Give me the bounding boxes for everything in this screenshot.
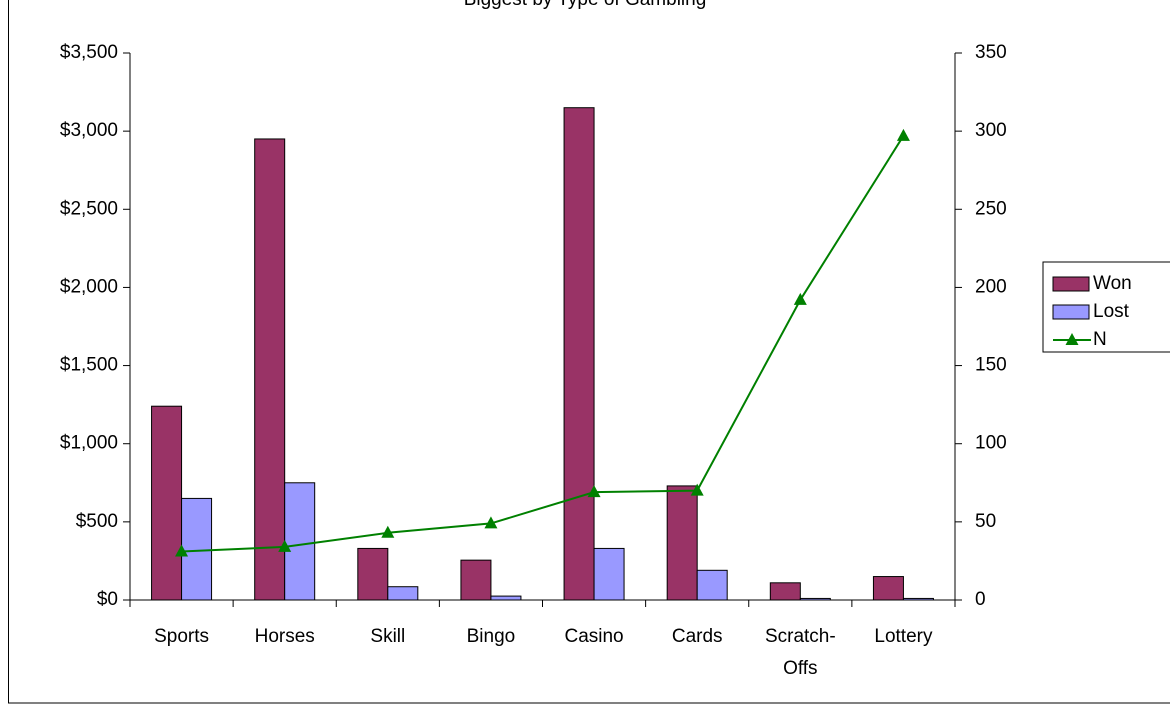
marker — [587, 485, 601, 498]
chart-frame — [8, 0, 1170, 704]
y-tick-label: $2,500 — [60, 198, 118, 219]
marker — [690, 483, 704, 496]
legend-marker — [1065, 333, 1079, 345]
marker — [278, 539, 292, 552]
x-tick-label: Skill — [370, 626, 405, 647]
marker — [175, 544, 189, 557]
y2-tick-label: 50 — [975, 511, 996, 532]
x-tick-label: Cards — [672, 626, 723, 647]
marker — [484, 516, 498, 529]
x-tick-label: Lottery — [874, 626, 933, 647]
x-tick-label: Sports — [154, 626, 209, 647]
bar — [872, 576, 904, 601]
y-tick-label: $1,000 — [60, 433, 118, 454]
y2-tick-label: 200 — [975, 276, 1007, 297]
x-tick-label: Casino — [564, 626, 623, 647]
y-tick-label: $1,500 — [60, 355, 118, 376]
bar — [284, 482, 316, 601]
marker — [381, 525, 395, 538]
bar — [666, 485, 698, 601]
legend-label: Won — [1093, 273, 1132, 294]
y2-tick-label: 150 — [975, 355, 1007, 376]
y2-tick-label: 250 — [975, 198, 1007, 219]
legend-swatch — [1052, 304, 1090, 320]
bar — [387, 586, 419, 601]
bar — [593, 547, 625, 601]
bar — [696, 569, 728, 601]
bar — [357, 547, 389, 601]
y2-tick-label: 100 — [975, 433, 1007, 454]
line — [181, 135, 905, 553]
bar — [769, 582, 801, 601]
y2-tick-label: 350 — [975, 42, 1007, 63]
y2-tick-label: 0 — [975, 589, 986, 610]
y-tick-label: $0 — [97, 589, 118, 610]
y-tick-label: $3,000 — [60, 120, 118, 141]
y-tick-label: $3,500 — [60, 42, 118, 63]
legend-label: Lost — [1093, 301, 1130, 322]
bar — [490, 595, 522, 601]
y-tick-label: $2,000 — [60, 276, 118, 297]
x-tick-label: Horses — [255, 626, 315, 647]
chart-title: Biggest by Type of Gambling — [464, 0, 707, 10]
x-tick-label: Scratch-Offs — [765, 626, 836, 679]
bar — [151, 405, 183, 601]
y-tick-label: $500 — [76, 511, 118, 532]
marker — [896, 128, 910, 141]
legend-label: N — [1093, 329, 1107, 350]
marker — [793, 292, 807, 305]
bar — [563, 107, 595, 601]
bar — [181, 497, 213, 601]
bar — [460, 559, 492, 601]
legend-swatch — [1052, 276, 1090, 292]
y2-tick-label: 300 — [975, 120, 1007, 141]
x-tick-label: Bingo — [467, 626, 516, 647]
bar — [254, 138, 286, 601]
